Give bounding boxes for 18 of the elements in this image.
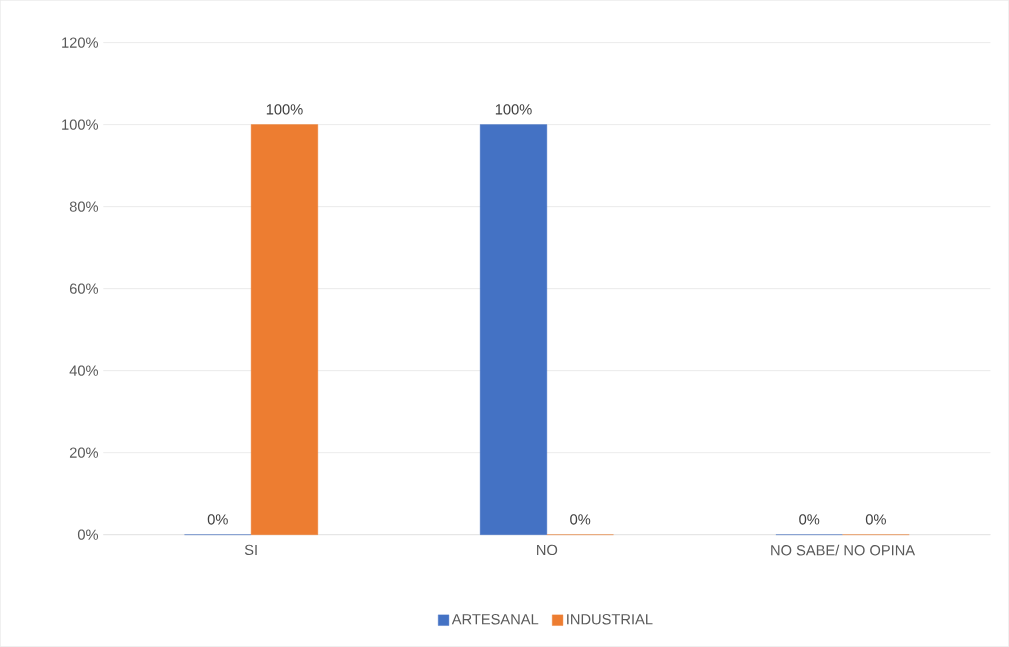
x-tick-label: NO SABE/ NO OPINA [771, 544, 916, 556]
y-tick-label: 0% [77, 529, 99, 540]
data-label: 0% [570, 514, 591, 525]
y-tick-label: 100% [62, 119, 99, 130]
legend-label: ARTESANAL [451, 614, 539, 625]
y-tick-label: 120% [62, 37, 99, 48]
y-tick-label: 80% [69, 201, 99, 212]
x-tick-label: NO [537, 544, 558, 556]
y-tick-label: 60% [69, 283, 99, 294]
x-tick-label: SI [244, 544, 257, 556]
data-label: 0% [799, 514, 820, 525]
data-label: 100% [266, 104, 303, 115]
y-tick-label: 40% [69, 365, 99, 376]
legend-label: INDUSTRIAL [567, 614, 653, 625]
data-label: 0% [207, 514, 228, 525]
data-label: 0% [865, 514, 886, 525]
y-tick-label: 20% [69, 447, 99, 458]
data-label: 100% [495, 104, 532, 115]
